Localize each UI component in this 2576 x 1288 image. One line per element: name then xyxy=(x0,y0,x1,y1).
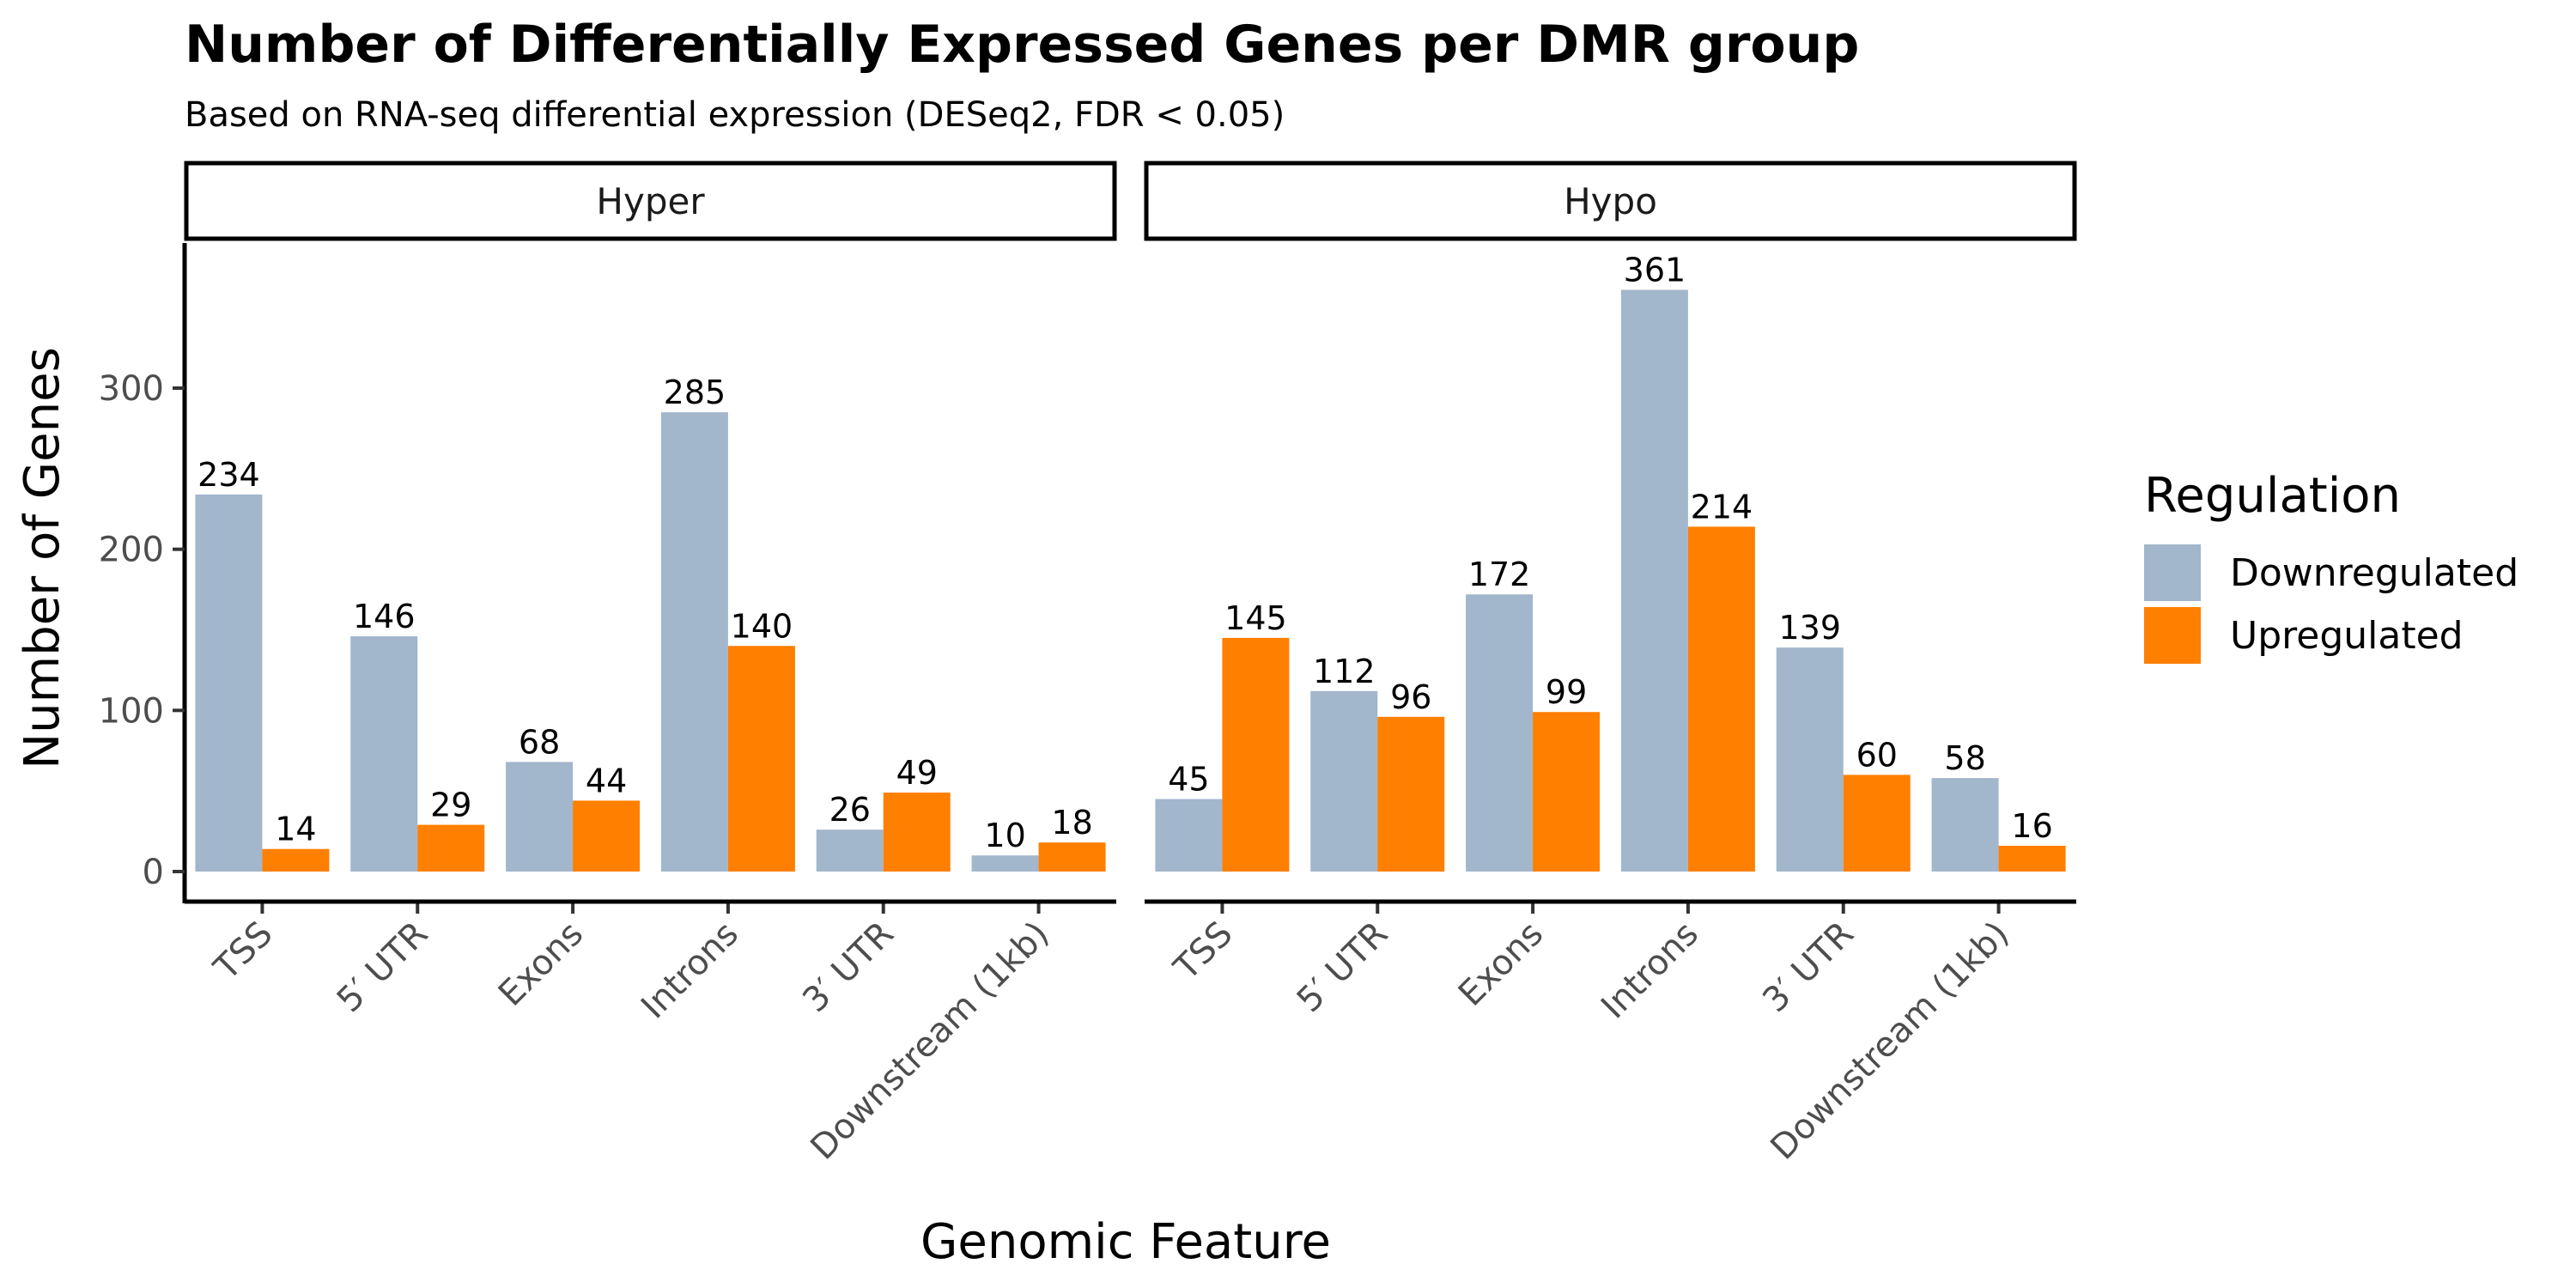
bar-downregulated xyxy=(816,829,884,872)
x-tick-label: Exons xyxy=(1451,914,1551,1014)
data-label: 361 xyxy=(1624,252,1686,289)
bar-upregulated xyxy=(727,646,795,872)
panel-strip-label: Hypo xyxy=(1564,180,1657,222)
bar-downregulated xyxy=(660,412,728,872)
panel-0: Hyper 234 14 TSS 146 29 5′ UTR 68 44 Exons 285 140 I… xyxy=(184,161,1117,1168)
x-tick-label: Introns xyxy=(1594,914,1706,1027)
data-label: 14 xyxy=(275,811,316,848)
legend-key-downregulated xyxy=(2144,544,2201,601)
bar-upregulated xyxy=(1998,845,2066,872)
data-label: 99 xyxy=(1546,673,1587,711)
data-label: 45 xyxy=(1168,761,1209,799)
y-tick-label: 200 xyxy=(99,531,164,570)
data-label: 16 xyxy=(2011,807,2052,845)
legend: Regulation Downregulated Upregulated xyxy=(2144,468,2518,664)
bar-upregulated xyxy=(573,800,641,872)
data-label: 60 xyxy=(1856,736,1898,774)
data-label: 285 xyxy=(664,374,726,411)
y-tick-label: 100 xyxy=(99,691,164,731)
data-label: 140 xyxy=(731,607,793,645)
bar-upregulated xyxy=(1843,775,1911,872)
x-tick-label: 3′ UTR xyxy=(795,914,902,1021)
bar-downregulated xyxy=(971,855,1039,872)
bar-downregulated xyxy=(195,494,263,872)
chart-title: Number of Differentially Expressed Genes… xyxy=(185,15,1859,75)
chart-subtitle: Based on RNA-seq differential expression… xyxy=(185,95,1285,135)
bar-downregulated xyxy=(1155,799,1223,872)
data-label: 26 xyxy=(829,791,871,829)
bar-upregulated xyxy=(1038,842,1106,872)
x-tick-label: 5′ UTR xyxy=(1290,914,1396,1021)
x-axis-title: Genomic Feature xyxy=(920,1214,1331,1270)
x-tick-label: TSS xyxy=(206,914,280,988)
x-tick-label: TSS xyxy=(1166,914,1240,988)
bar-downregulated xyxy=(506,762,574,872)
bar-downregulated xyxy=(350,636,418,872)
data-label: 18 xyxy=(1051,804,1092,841)
x-tick-label: Introns xyxy=(634,914,746,1027)
data-label: 172 xyxy=(1468,556,1531,593)
y-tick-label: 0 xyxy=(143,853,164,892)
data-label: 44 xyxy=(586,762,627,799)
bar-downregulated xyxy=(1776,647,1844,872)
data-label: 139 xyxy=(1778,609,1841,647)
y-axis-title: Number of Genes xyxy=(15,347,70,769)
panel-1: Hypo 45 145 TSS 112 96 5′ UTR 172 99 Exons 361 214 I… xyxy=(1144,161,2077,1168)
panel-strip xyxy=(184,161,1117,241)
legend-key-upregulated xyxy=(2144,607,2201,664)
facet-panels: Hyper 234 14 TSS 146 29 5′ UTR 68 44 Exons 285 140 I… xyxy=(184,161,2077,1168)
bar-downregulated xyxy=(1466,594,1534,872)
data-label: 214 xyxy=(1691,488,1753,526)
x-tick-label: 3′ UTR xyxy=(1755,914,1862,1021)
x-tick-label: 5′ UTR xyxy=(330,914,436,1021)
data-label: 146 xyxy=(353,598,416,635)
bar-downregulated xyxy=(1310,690,1378,872)
bar-downregulated xyxy=(1620,289,1688,872)
y-tick-label: 300 xyxy=(99,369,164,409)
bar-upregulated xyxy=(1533,712,1601,872)
legend-title: Regulation xyxy=(2144,468,2401,524)
data-label: 234 xyxy=(197,456,260,494)
bar-upregulated xyxy=(883,793,951,872)
data-label: 29 xyxy=(430,787,471,824)
bar-upregulated xyxy=(262,848,330,872)
y-axis: 0 100 200 300 xyxy=(99,243,187,903)
bar-upregulated xyxy=(1222,637,1290,872)
bar-upregulated xyxy=(1377,716,1445,872)
data-label: 145 xyxy=(1224,599,1287,637)
data-label: 112 xyxy=(1313,653,1376,690)
bar-downregulated xyxy=(1931,778,1999,872)
data-label: 10 xyxy=(984,817,1025,854)
data-label: 49 xyxy=(896,754,938,792)
x-tick-label: Exons xyxy=(491,914,591,1014)
panel-strip xyxy=(1144,161,2077,241)
panel-strip-label: Hyper xyxy=(596,180,705,222)
data-label: 58 xyxy=(1944,739,1985,777)
bar-upregulated xyxy=(1687,526,1755,872)
bar-upregulated xyxy=(417,824,485,872)
legend-label-upregulated: Upregulated xyxy=(2230,614,2464,658)
data-label: 68 xyxy=(519,723,560,761)
data-label: 96 xyxy=(1390,678,1431,716)
legend-label-downregulated: Downregulated xyxy=(2230,551,2518,595)
